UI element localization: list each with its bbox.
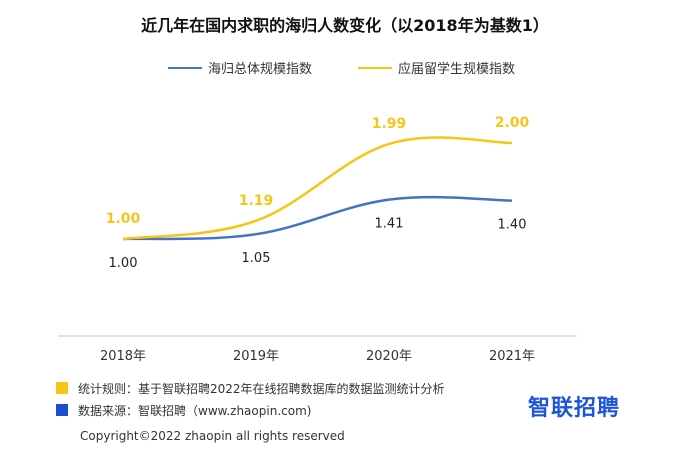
data-label-overall: 1.00 <box>109 256 138 271</box>
data-label-overall: 1.40 <box>498 218 527 233</box>
x-tick-label: 2019年 <box>233 349 279 364</box>
zhaopin-logo: 智联招聘 <box>528 396 621 421</box>
x-tick-label: 2018年 <box>100 349 146 364</box>
legend-swatch-overall <box>168 67 202 69</box>
copyright-text: Copyright©2022 zhaopin all rights reserv… <box>80 429 345 443</box>
x-tick-label: 2020年 <box>366 349 412 364</box>
note-source-swatch <box>56 404 68 416</box>
note-rule-swatch <box>56 382 68 394</box>
note-source-text: 数据来源：智联招聘（www.zhaopin.com) <box>78 404 312 418</box>
series-line-overall <box>122 195 513 241</box>
data-label-overall: 1.41 <box>375 217 404 232</box>
legend-swatch-graduates <box>358 67 392 69</box>
data-label-graduates: 1.19 <box>239 193 274 209</box>
series-line-graduates <box>122 136 513 241</box>
legend-label-overall: 海归总体规模指数 <box>208 62 313 77</box>
chart-title: 近几年在国内求职的海归人数变化（以2018年为基数1） <box>141 16 549 35</box>
data-label-graduates: 2.00 <box>495 115 530 131</box>
data-label-overall: 1.05 <box>242 251 271 266</box>
legend-label-graduates: 应届留学生规模指数 <box>398 62 516 77</box>
data-label-graduates: 1.99 <box>372 116 407 132</box>
legend: 海归总体规模指数 应届留学生规模指数 <box>0 58 690 78</box>
x-tick-label: 2021年 <box>489 349 535 364</box>
data-label-graduates: 1.00 <box>106 211 141 227</box>
note-rule-text: 统计规则：基于智联招聘2022年在线招聘数据库的数据监测统计分析 <box>78 382 445 396</box>
